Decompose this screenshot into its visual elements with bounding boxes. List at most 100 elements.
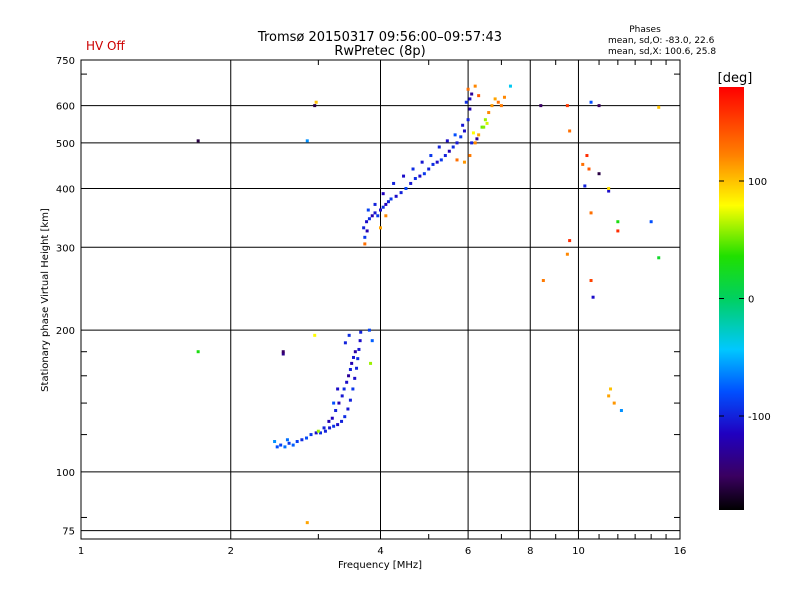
data-point <box>568 239 572 243</box>
data-point <box>336 423 340 427</box>
data-point <box>322 426 326 430</box>
data-point <box>422 172 426 176</box>
data-point <box>384 202 388 206</box>
data-point <box>347 333 351 337</box>
data-point <box>343 415 347 419</box>
data-point <box>337 401 341 405</box>
data-point <box>314 431 318 435</box>
data-point <box>464 100 468 104</box>
data-point <box>300 438 304 442</box>
data-point <box>379 226 382 230</box>
data-point <box>367 217 371 221</box>
data-point <box>649 220 653 224</box>
data-point <box>281 352 285 356</box>
y-tick-label: 600 <box>56 102 75 113</box>
data-point <box>351 355 355 359</box>
data-point <box>359 330 363 334</box>
data-point <box>305 436 309 440</box>
colorbar-ticks: 100 0 -100 <box>719 177 771 423</box>
data-point <box>323 429 327 433</box>
data-point <box>347 374 351 378</box>
data-point <box>402 174 406 178</box>
data-point <box>451 145 455 149</box>
data-point <box>355 366 359 370</box>
data-point <box>340 394 344 398</box>
data-point <box>568 129 572 133</box>
data-point <box>369 361 373 365</box>
data-point <box>466 118 470 122</box>
data-point <box>462 129 466 133</box>
data-point <box>340 419 344 423</box>
data-point <box>350 361 354 365</box>
x-tick-label: 1 <box>78 546 84 557</box>
data-point <box>490 104 494 108</box>
data-point <box>418 174 422 178</box>
data-point <box>439 158 443 162</box>
y-tick-label: 400 <box>56 184 75 195</box>
phases-stats-x: mean, sd,X: 100.6, 25.8 <box>608 47 716 57</box>
data-point <box>358 339 362 343</box>
y-tick-label: 200 <box>56 326 75 337</box>
data-point <box>657 105 661 109</box>
data-point <box>373 211 377 215</box>
data-point <box>485 121 489 125</box>
data-point <box>589 100 593 104</box>
y-tick-label: 75 <box>62 527 75 538</box>
data-point <box>459 135 463 139</box>
data-point <box>356 357 360 361</box>
data-point <box>309 433 313 437</box>
data-point <box>334 409 338 413</box>
data-point <box>332 401 336 405</box>
data-point <box>370 214 374 218</box>
data-point <box>657 256 661 260</box>
data-point <box>616 220 620 224</box>
data-point <box>314 100 318 104</box>
chart-title: Tromsø 20150317 09:56:00–09:57:43 <box>257 30 502 45</box>
data-point <box>482 125 486 129</box>
data-point <box>493 97 497 101</box>
data-point <box>389 197 393 201</box>
data-point <box>445 139 449 143</box>
data-point <box>429 154 433 158</box>
data-point <box>327 419 331 423</box>
data-point <box>591 295 595 299</box>
data-point <box>305 139 309 143</box>
data-point <box>411 167 415 171</box>
chart-subtitle: RwPretec (8p) <box>334 44 425 59</box>
data-point <box>318 431 322 435</box>
x-tick-label: 16 <box>674 546 687 557</box>
data-point <box>196 139 200 143</box>
colorbar-unit: [deg] <box>718 71 753 86</box>
colorbar-tick-label: 100 <box>748 177 767 188</box>
data-point <box>470 141 474 145</box>
data-point <box>305 521 309 525</box>
data-point <box>413 177 417 181</box>
data-point <box>420 160 424 164</box>
data-point <box>273 440 277 444</box>
x-tick-label: 8 <box>527 546 533 557</box>
data-point <box>431 162 435 166</box>
data-point <box>427 167 431 171</box>
y-tick-label: 100 <box>56 468 75 479</box>
data-point <box>616 229 620 233</box>
data-point <box>477 94 481 98</box>
data-point <box>353 376 357 380</box>
data-point <box>597 104 601 108</box>
data-point <box>539 104 543 108</box>
data-point <box>336 387 340 391</box>
data-point <box>392 181 396 185</box>
data-point <box>394 194 398 198</box>
x-axis-label: Frequency [MHz] <box>338 560 422 571</box>
data-point <box>480 125 484 129</box>
data-point <box>381 192 385 196</box>
data-point <box>291 443 295 447</box>
x-tick-label: 4 <box>377 546 383 557</box>
data-point <box>363 235 367 239</box>
data-point <box>348 367 352 371</box>
data-point <box>589 279 593 283</box>
data-point <box>283 445 287 449</box>
data-point <box>565 252 569 256</box>
data-point <box>343 341 347 345</box>
